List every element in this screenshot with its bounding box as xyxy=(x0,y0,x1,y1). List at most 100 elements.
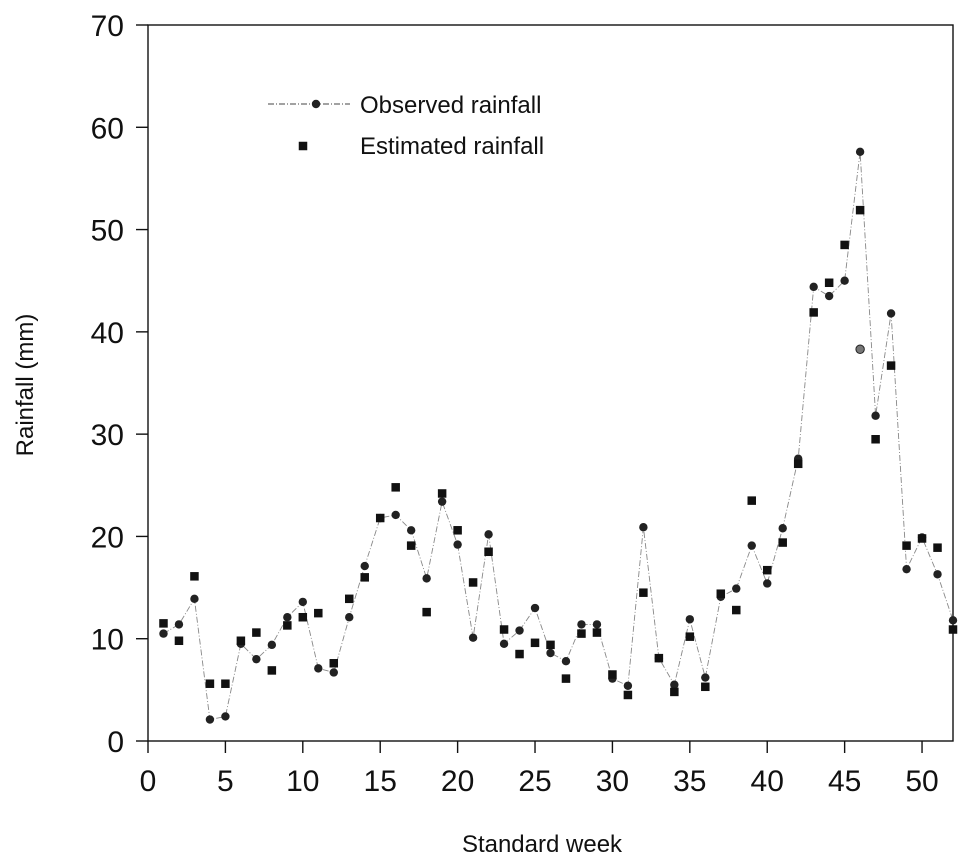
estimated-point xyxy=(701,682,710,692)
observed-point xyxy=(437,497,447,506)
estimated-point xyxy=(917,534,927,543)
observed-point xyxy=(468,633,478,642)
estimated-point xyxy=(778,538,787,547)
legend-label-estimated: Estimated rainfall xyxy=(360,133,544,160)
observed-point xyxy=(561,657,571,666)
estimated-point xyxy=(422,607,431,617)
observed-point xyxy=(809,282,818,292)
x-tick-label: 50 xyxy=(905,765,938,798)
observed-point xyxy=(345,613,354,622)
y-tick-label: 60 xyxy=(91,112,124,145)
legend-observed-marker xyxy=(311,99,321,109)
observed-point xyxy=(515,626,524,635)
estimated-point xyxy=(840,240,849,250)
y-axis-ticks: 0 10 20 30 40 50 60 70 xyxy=(91,10,148,759)
estimated-point xyxy=(515,649,524,659)
observed-point xyxy=(174,620,184,629)
legend-observed-sample xyxy=(268,99,350,109)
estimated-point xyxy=(654,653,664,663)
observed-point xyxy=(205,715,215,724)
plot-frame xyxy=(147,24,954,742)
estimated-point xyxy=(561,674,571,683)
estimated-point xyxy=(732,605,741,615)
observed-point xyxy=(453,540,462,549)
legend-label-observed: Observed rainfall xyxy=(360,92,541,119)
estimated-point xyxy=(267,666,277,675)
y-tick-label: 50 xyxy=(91,215,124,248)
estimated-point xyxy=(283,621,292,630)
x-tick-label: 20 xyxy=(441,765,474,798)
observed-point xyxy=(701,673,710,682)
estimated-point xyxy=(221,679,230,688)
observed-point xyxy=(546,648,555,658)
observed-point xyxy=(948,616,958,625)
observed-point xyxy=(314,664,323,673)
y-tick-label: 40 xyxy=(91,317,124,350)
x-tick-label: 40 xyxy=(751,765,784,798)
estimated-point xyxy=(236,636,246,646)
estimated-point xyxy=(345,594,354,604)
y-tick-label: 20 xyxy=(91,521,124,554)
x-tick-label: 30 xyxy=(596,765,629,798)
observed-line-path xyxy=(163,151,954,721)
x-tick-label: 5 xyxy=(217,765,234,798)
estimated-point xyxy=(685,632,695,641)
estimated-point xyxy=(159,619,168,628)
observed-point xyxy=(577,620,586,629)
observed-point xyxy=(360,561,369,571)
estimated-point xyxy=(871,435,880,444)
observed-point xyxy=(484,530,493,539)
estimated-point xyxy=(391,483,400,492)
observed-point xyxy=(406,526,416,535)
observed-point xyxy=(855,147,865,157)
estimated-point xyxy=(314,608,323,618)
estimated-point xyxy=(375,513,385,523)
estimated-point xyxy=(793,459,803,469)
observed-point xyxy=(391,510,400,520)
estimated-point xyxy=(329,659,339,668)
observed-point xyxy=(530,603,540,613)
estimated-point xyxy=(608,670,617,679)
estimated-point xyxy=(762,565,772,575)
observed-point xyxy=(763,579,772,588)
observed-point xyxy=(190,594,199,604)
observed-point xyxy=(283,613,292,622)
x-tick-label: 15 xyxy=(364,765,397,798)
legend: Observed rainfall Estimated rainfall xyxy=(268,92,544,160)
observed-point xyxy=(670,680,679,689)
observed-point xyxy=(840,276,849,285)
estimated-point xyxy=(190,572,199,581)
estimated-point xyxy=(824,278,834,288)
y-axis-title: Rainfall (mm) xyxy=(12,314,39,457)
observed-point xyxy=(221,712,230,721)
x-tick-label: 0 xyxy=(140,765,157,798)
estimated-point xyxy=(855,205,865,215)
observed-point xyxy=(778,524,787,533)
estimated-point xyxy=(406,541,416,550)
estimated-point xyxy=(252,628,261,637)
legend-estimated-marker xyxy=(298,141,308,151)
estimated-series-points xyxy=(159,205,958,700)
x-tick-label: 10 xyxy=(286,765,319,798)
observed-point xyxy=(422,574,431,583)
estimated-point xyxy=(468,578,478,587)
observed-series-points xyxy=(159,147,958,724)
estimated-point xyxy=(809,308,818,317)
observed-point xyxy=(639,523,648,532)
y-tick-label: 70 xyxy=(91,10,124,43)
observed-point xyxy=(252,654,261,664)
estimated-point xyxy=(360,573,369,582)
estimated-point xyxy=(933,543,942,552)
estimated-point xyxy=(437,489,447,498)
observed-point xyxy=(592,620,602,629)
observed-point xyxy=(747,541,756,550)
estimated-point xyxy=(298,612,308,622)
observed-series-line xyxy=(163,151,954,721)
estimated-point xyxy=(639,588,648,597)
legend-estimated-sample xyxy=(298,141,308,151)
y-tick-label: 0 xyxy=(107,726,124,759)
observed-point xyxy=(886,309,896,318)
x-tick-label: 35 xyxy=(673,765,706,798)
observed-point xyxy=(732,584,741,593)
